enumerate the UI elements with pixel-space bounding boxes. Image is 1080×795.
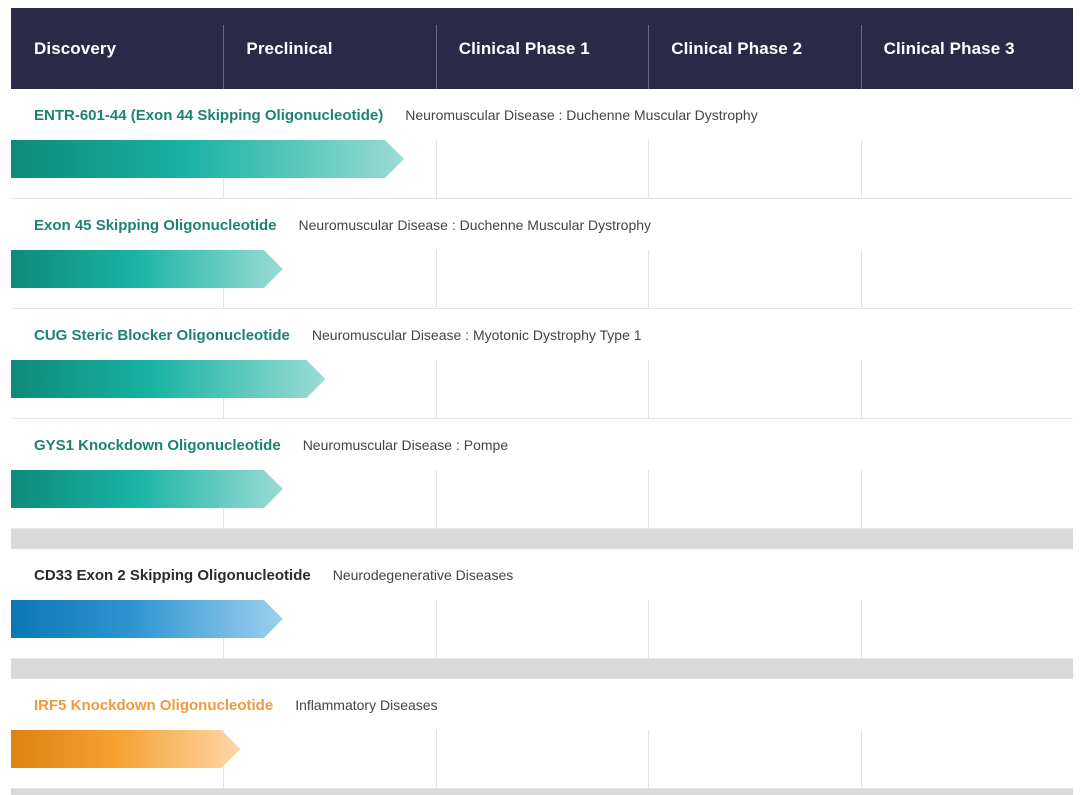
stage-header-discovery: Discovery [34, 38, 117, 58]
column-line [861, 250, 862, 309]
program-indication: Inflammatory Diseases [295, 697, 438, 713]
column-line [648, 600, 649, 659]
stage-header-clinical-phase-1: Clinical Phase 1 [458, 38, 590, 58]
progress-bar [11, 470, 283, 508]
column-line [861, 470, 862, 529]
stage-header-clinical-phase-3: Clinical Phase 3 [883, 38, 1015, 58]
header-separator [436, 25, 437, 89]
column-line [861, 600, 862, 659]
program-label-line: GYS1 Knockdown Oligonucleotide Neuromuscu… [34, 437, 508, 454]
column-line [436, 360, 437, 419]
program-row: CD33 Exon 2 Skipping Oligonucleotide Neur… [11, 549, 1073, 659]
column-line [861, 360, 862, 419]
column-line [648, 140, 649, 199]
program-label-line: CUG Steric Blocker Oligonucleotide Neurom… [34, 327, 642, 344]
program-row: IRF5 Knockdown Oligonucleotide Inflammato… [11, 679, 1073, 789]
progress-bar [11, 140, 404, 178]
program-indication: Neuromuscular Disease : Duchenne Muscula… [405, 107, 758, 123]
column-line [436, 140, 437, 199]
column-line [861, 730, 862, 789]
program-row: GYS1 Knockdown Oligonucleotide Neuromuscu… [11, 419, 1073, 529]
program-label-line: Exon 45 Skipping Oligonucleotide Neuromus… [34, 217, 651, 234]
program-row: Exon 45 Skipping Oligonucleotide Neuromus… [11, 199, 1073, 309]
header-separator [861, 25, 862, 89]
program-indication: Neuromuscular Disease : Pompe [302, 437, 509, 453]
program-row: ENTR-601-44 (Exon 44 Skipping Oligonucle… [11, 89, 1073, 199]
column-line [861, 140, 862, 199]
program-label-line: ENTR-601-44 (Exon 44 Skipping Oligonucle… [34, 107, 758, 124]
program-name[interactable]: CD33 Exon 2 Skipping Oligonucleotide [34, 567, 311, 584]
header-separator [648, 25, 649, 89]
program-name[interactable]: ENTR-601-44 (Exon 44 Skipping Oligonucle… [34, 107, 384, 124]
program-name[interactable]: GYS1 Knockdown Oligonucleotide [34, 437, 281, 454]
pipeline-chart: Discovery Preclinical Clinical Phase 1 Clin… [11, 8, 1073, 795]
column-line [648, 360, 649, 419]
program-name[interactable]: IRF5 Knockdown Oligonucleotide [34, 697, 274, 714]
program-label-line: IRF5 Knockdown Oligonucleotide Inflammato… [34, 697, 438, 714]
program-indication: Neurodegenerative Diseases [332, 567, 514, 583]
progress-bar [11, 360, 325, 398]
progress-bar [11, 600, 283, 638]
stage-header-preclinical: Preclinical [246, 38, 333, 58]
program-name[interactable]: CUG Steric Blocker Oligonucleotide [34, 327, 290, 344]
column-line [648, 470, 649, 529]
column-line [648, 730, 649, 789]
column-line [436, 250, 437, 309]
progress-bar [11, 730, 240, 768]
progress-bar [11, 250, 283, 288]
program-name[interactable]: Exon 45 Skipping Oligonucleotide [34, 217, 277, 234]
column-line [648, 250, 649, 309]
program-indication: Neuromuscular Disease : Myotonic Dystrop… [311, 327, 642, 343]
program-row: CUG Steric Blocker Oligonucleotide Neurom… [11, 309, 1073, 419]
stage-header: Discovery Preclinical Clinical Phase 1 Clin… [11, 8, 1073, 89]
group-divider [11, 529, 1073, 549]
program-label-line: CD33 Exon 2 Skipping Oligonucleotide Neur… [34, 567, 513, 584]
group-divider [11, 659, 1073, 679]
program-indication: Neuromuscular Disease : Duchenne Muscula… [298, 217, 652, 233]
column-line [436, 730, 437, 789]
stage-header-clinical-phase-2: Clinical Phase 2 [671, 38, 803, 58]
column-line [436, 470, 437, 529]
group-divider [11, 789, 1073, 795]
column-line [436, 600, 437, 659]
header-separator [223, 25, 224, 89]
